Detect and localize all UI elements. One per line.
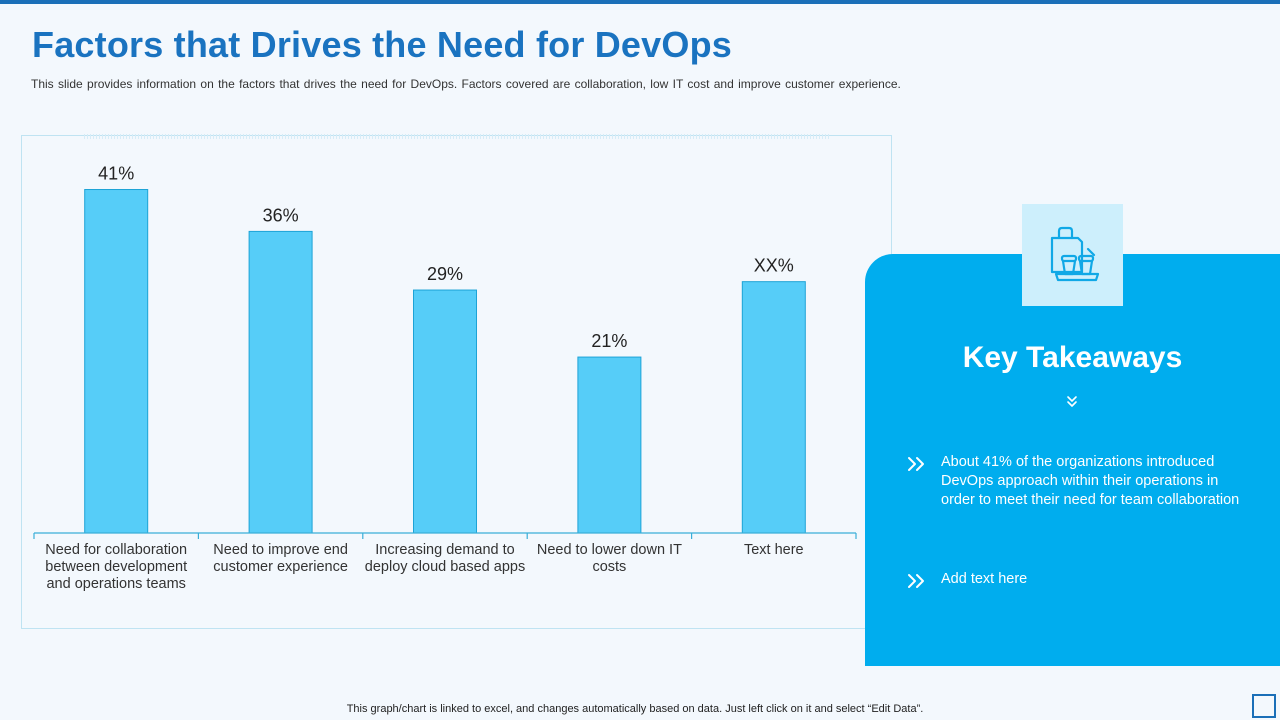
category-label-5: Text here xyxy=(744,542,804,558)
double-chevron-down-icon xyxy=(1067,396,1077,407)
shopping-bag-coffee-cups-icon xyxy=(1050,226,1099,282)
bar-1[interactable] xyxy=(84,189,149,534)
category-label-4: Need to lower down IT costs xyxy=(537,542,682,575)
key-takeaways-title: Key Takeaways xyxy=(962,341,1183,374)
takeaway-point-1-text: About 41% of the organizations introduce… xyxy=(941,454,1240,508)
data-label-1: 41% xyxy=(98,164,134,184)
page-title: Factors that Drives the Need for DevOps xyxy=(32,24,732,65)
key-takeaways-panel xyxy=(865,254,1280,666)
data-label-5: XX% xyxy=(754,256,794,276)
takeaways-icon-box xyxy=(1022,204,1123,306)
bar-chart[interactable]: 41% Need for collaboration between develop… xyxy=(22,136,893,630)
double-chevron-right-icon xyxy=(908,574,924,588)
bar-5[interactable] xyxy=(741,281,806,534)
data-label-4: 21% xyxy=(591,331,627,351)
double-chevron-right-icon xyxy=(908,457,924,471)
data-label-2: 36% xyxy=(263,205,299,225)
chart-frame[interactable]: 41% Need for collaboration between develop… xyxy=(21,134,893,630)
corner-box xyxy=(1252,694,1276,718)
category-label-1: Need for collaboration between developmen… xyxy=(45,542,187,592)
bar-3[interactable] xyxy=(413,289,477,534)
category-label-2: Need to improve end customer experience xyxy=(213,542,348,575)
bar-4[interactable] xyxy=(577,356,642,534)
category-label-3: Increasing demand to deploy cloud based a… xyxy=(365,542,525,575)
footer-note: This graph/chart is linked to excel, and… xyxy=(346,703,924,715)
takeaway-point-2-text[interactable]: Add text here xyxy=(941,571,1028,587)
data-label-3: 29% xyxy=(427,264,463,284)
chart-frame-hatch xyxy=(84,134,829,139)
page-subtitle: This slide provides information on the f… xyxy=(31,77,901,91)
bar-2[interactable] xyxy=(248,230,313,534)
top-accent-bar xyxy=(0,0,1280,4)
